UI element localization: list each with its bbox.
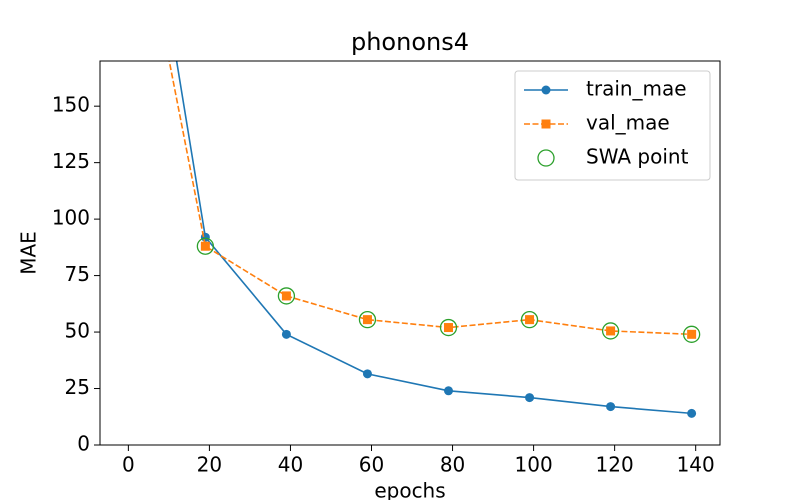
x-tick-label: 100 [515, 453, 553, 477]
point [443, 386, 453, 396]
legend-box [514, 70, 711, 181]
point [362, 369, 372, 379]
point [281, 291, 291, 301]
x-tick-label: 120 [596, 453, 634, 477]
x-tick-label: 80 [440, 453, 465, 477]
y-tick-label: 75 [65, 262, 90, 286]
legend-label: val_mae [586, 111, 670, 135]
legend-label: SWA point [586, 145, 689, 169]
point [196, 237, 215, 255]
y-tick-label: 125 [52, 149, 90, 173]
point [520, 310, 539, 329]
plot-area [168, 61, 701, 418]
x-tick-label: 0 [122, 453, 135, 477]
axes-frame [99, 60, 721, 446]
legend-marker [541, 119, 551, 129]
y-tick-label: 0 [77, 432, 90, 456]
point [439, 318, 458, 337]
legend-marker [537, 149, 555, 167]
x-tick-label: 140 [677, 453, 715, 477]
point [606, 402, 616, 412]
point [443, 323, 453, 333]
y-tick-label: 50 [65, 319, 90, 343]
point [606, 326, 616, 336]
point [281, 329, 291, 339]
point [362, 315, 372, 325]
chart-title: phonons4 [351, 28, 469, 56]
point [601, 322, 620, 340]
series-line [175, 61, 692, 415]
x-tick-label: 60 [359, 453, 384, 477]
legend-marker [541, 85, 551, 95]
point [358, 310, 377, 329]
legend-label: train_mae [586, 77, 687, 101]
x-axis-label: epochs [374, 479, 445, 500]
y-tick-label: 150 [52, 93, 90, 117]
series-line [168, 61, 692, 336]
y-tick-label: 25 [65, 375, 90, 399]
y-axis-label: MAE [17, 231, 41, 275]
x-tick-label: 40 [278, 453, 303, 477]
point [682, 325, 701, 343]
point [687, 329, 697, 339]
y-tick-label: 100 [52, 206, 90, 230]
x-tick-label: 20 [197, 453, 222, 477]
point [200, 241, 210, 251]
point [277, 287, 296, 305]
point [687, 408, 697, 418]
point [525, 393, 535, 403]
point [525, 315, 535, 325]
